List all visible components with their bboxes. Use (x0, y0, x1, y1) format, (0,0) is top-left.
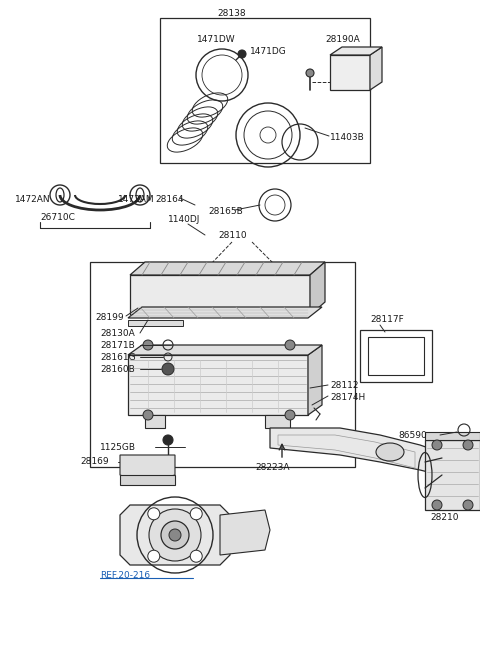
Text: 1472AN: 1472AN (15, 195, 50, 204)
Polygon shape (128, 345, 322, 355)
Text: 28210: 28210 (430, 514, 458, 523)
Circle shape (190, 508, 202, 520)
Ellipse shape (376, 443, 404, 461)
Circle shape (143, 340, 153, 350)
Bar (128, 320, 183, 326)
Circle shape (306, 69, 314, 77)
Circle shape (162, 363, 174, 375)
Circle shape (285, 410, 295, 420)
Circle shape (148, 550, 160, 562)
Polygon shape (120, 505, 230, 565)
Text: 28164: 28164 (155, 195, 183, 204)
Text: 28190A: 28190A (325, 35, 360, 45)
Bar (90, 262, 355, 467)
Circle shape (143, 410, 153, 420)
Circle shape (163, 435, 173, 445)
Text: 26710C: 26710C (40, 214, 75, 223)
Circle shape (463, 440, 473, 450)
Polygon shape (120, 475, 175, 485)
Text: 28199: 28199 (95, 314, 124, 322)
Bar (160, 18, 370, 163)
Text: REF.20-216: REF.20-216 (100, 571, 150, 580)
Polygon shape (130, 275, 310, 315)
Text: 28117F: 28117F (370, 316, 404, 324)
Text: 28110: 28110 (218, 231, 247, 240)
Text: 1125GB: 1125GB (100, 443, 136, 451)
Polygon shape (270, 428, 440, 475)
Polygon shape (145, 415, 165, 428)
Circle shape (432, 500, 442, 510)
Text: 86590: 86590 (398, 430, 427, 440)
Circle shape (169, 529, 181, 541)
Bar (368, 337, 424, 375)
Polygon shape (330, 47, 382, 55)
Circle shape (285, 340, 295, 350)
Polygon shape (120, 455, 175, 480)
Text: 1471DW: 1471DW (197, 35, 236, 45)
Text: 28165B: 28165B (208, 208, 243, 217)
Text: 1471DG: 1471DG (250, 48, 287, 56)
Text: 28174H: 28174H (330, 394, 365, 403)
Polygon shape (310, 262, 325, 315)
Polygon shape (370, 47, 382, 90)
Polygon shape (128, 307, 322, 318)
Circle shape (238, 50, 246, 58)
Polygon shape (265, 415, 290, 428)
Text: 28138: 28138 (218, 9, 246, 18)
Circle shape (149, 509, 201, 561)
Text: 28112: 28112 (330, 381, 359, 390)
Polygon shape (425, 440, 480, 510)
Circle shape (161, 521, 189, 549)
Text: 28161G: 28161G (100, 352, 136, 362)
Circle shape (148, 508, 160, 520)
Polygon shape (128, 355, 308, 415)
Text: 1140DJ: 1140DJ (168, 215, 200, 225)
Polygon shape (330, 55, 370, 90)
Text: 28171B: 28171B (100, 341, 135, 350)
Text: 28169: 28169 (80, 457, 108, 466)
Text: 1472AM: 1472AM (118, 195, 155, 204)
Polygon shape (130, 262, 325, 275)
Circle shape (432, 440, 442, 450)
Text: 28130A: 28130A (100, 329, 135, 337)
Text: 28160B: 28160B (100, 364, 135, 373)
Text: 11403B: 11403B (330, 134, 365, 143)
Text: 28223A: 28223A (255, 464, 289, 472)
Circle shape (463, 500, 473, 510)
Polygon shape (220, 510, 270, 555)
Polygon shape (308, 345, 322, 415)
Circle shape (190, 550, 202, 562)
Polygon shape (425, 432, 480, 440)
Bar (360, 330, 432, 382)
